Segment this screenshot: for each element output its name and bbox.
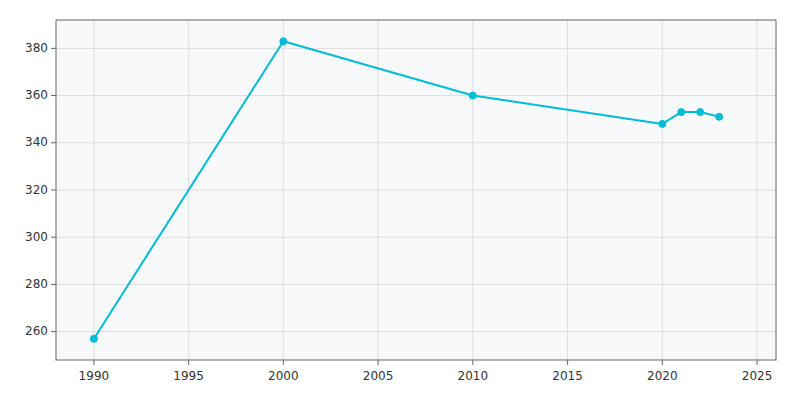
grid-line [56, 48, 776, 49]
tick-label: 1990 [79, 369, 110, 383]
grid-line [472, 20, 473, 360]
tick-mark [188, 360, 189, 365]
tick-label: 2020 [647, 369, 678, 383]
tick-mark [283, 360, 284, 365]
tick-label: 280 [25, 277, 48, 291]
grid-line [378, 20, 379, 360]
tick-label: 2010 [458, 369, 489, 383]
chart: 260 280 300 320 340 360 380 1990 1995 2000 2005 201… [0, 0, 800, 400]
grid-line [56, 190, 776, 191]
grid-line [56, 331, 776, 332]
grid-line [567, 20, 568, 360]
grid-line [757, 20, 758, 360]
tick-mark [378, 360, 379, 365]
marker [469, 92, 476, 99]
tick-mark [93, 360, 94, 365]
grid-line [56, 284, 776, 285]
marker [90, 335, 97, 342]
series [90, 38, 722, 343]
tick-label: 2000 [268, 369, 299, 383]
grid-line [56, 142, 776, 143]
tick-mark [51, 142, 56, 143]
tick-mark [51, 190, 56, 191]
tick-label: 2025 [742, 369, 773, 383]
tick-mark [757, 360, 758, 365]
tick-label: 2015 [552, 369, 583, 383]
line [94, 41, 719, 339]
tick-mark [51, 48, 56, 49]
grid-line [56, 237, 776, 238]
tick-label: 360 [25, 88, 48, 102]
tick-mark [51, 95, 56, 96]
axes: 260 280 300 320 340 360 380 1990 1995 2000 2005 201… [25, 20, 776, 383]
grid-line [662, 20, 663, 360]
tick-mark [472, 360, 473, 365]
plot-frame [56, 20, 776, 360]
tick-label: 340 [25, 135, 48, 149]
tick-label: 1995 [173, 369, 204, 383]
marker [678, 109, 685, 116]
plot-area [56, 20, 776, 360]
tick-mark [662, 360, 663, 365]
tick-mark [51, 237, 56, 238]
marker [716, 113, 723, 120]
tick-label: 380 [25, 41, 48, 55]
tick-label: 320 [25, 183, 48, 197]
marker [659, 120, 666, 127]
grid-line [56, 95, 776, 96]
tick-label: 300 [25, 230, 48, 244]
tick-label: 260 [25, 324, 48, 338]
tick-mark [567, 360, 568, 365]
tick-mark [51, 331, 56, 332]
grid [56, 20, 776, 360]
tick-label: 2005 [363, 369, 394, 383]
marker [280, 38, 287, 45]
grid-line [93, 20, 94, 360]
marker [697, 109, 704, 116]
grid-line [283, 20, 284, 360]
tick-mark [51, 284, 56, 285]
